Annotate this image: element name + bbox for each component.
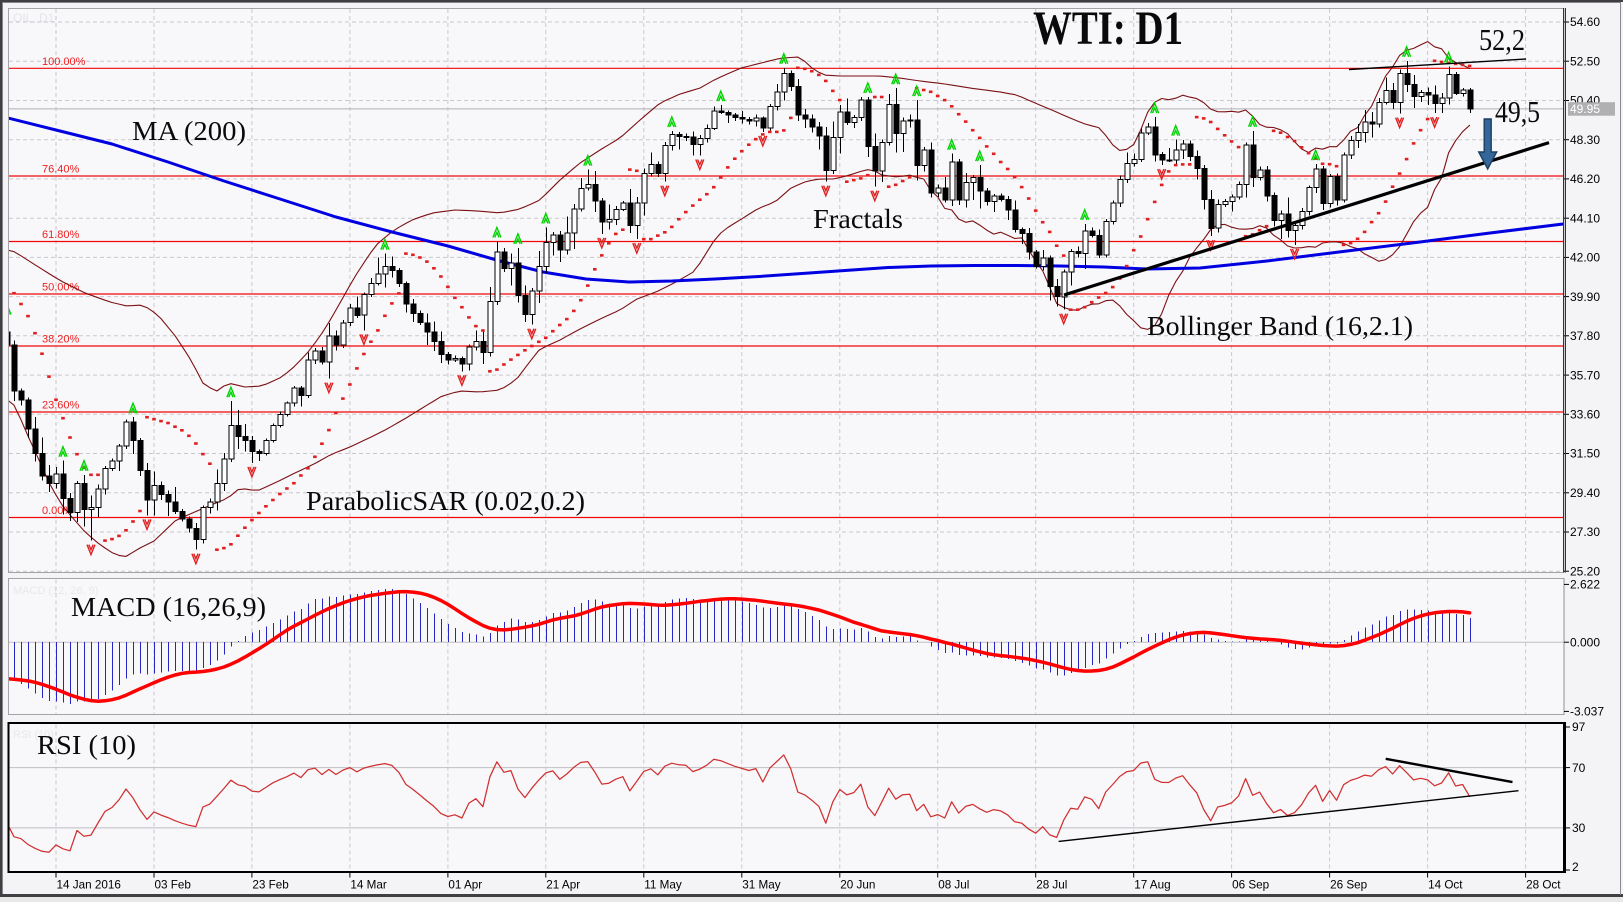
svg-text:38.20%: 38.20% xyxy=(42,334,80,346)
svg-text:14 Jan 2016: 14 Jan 2016 xyxy=(57,879,121,892)
svg-text:20 Jun: 20 Jun xyxy=(840,879,875,892)
svg-text:39.90: 39.90 xyxy=(1570,290,1600,304)
svg-text:MACD (16,26,9): MACD (16,26,9) xyxy=(71,592,266,622)
svg-text:MACD (12, 26, 9): MACD (12, 26, 9) xyxy=(13,585,99,597)
svg-text:14 Mar: 14 Mar xyxy=(350,879,386,892)
svg-text:28 Jul: 28 Jul xyxy=(1036,879,1067,892)
svg-text:WTI: D1: WTI: D1 xyxy=(1033,2,1183,55)
svg-text:ParabolicSAR (0.02,0.2): ParabolicSAR (0.02,0.2) xyxy=(306,486,585,516)
svg-text:28 Oct: 28 Oct xyxy=(1526,879,1561,892)
svg-text:61.80%: 61.80% xyxy=(42,229,80,241)
svg-text:23.60%: 23.60% xyxy=(42,400,80,412)
svg-text:06 Sep: 06 Sep xyxy=(1232,879,1270,892)
svg-text:97: 97 xyxy=(1572,720,1586,734)
svg-text:49.95: 49.95 xyxy=(1570,102,1600,116)
svg-text:08 Jul: 08 Jul xyxy=(938,879,969,892)
svg-text:2.622: 2.622 xyxy=(1570,578,1600,592)
svg-text:35.70: 35.70 xyxy=(1570,368,1600,382)
svg-text:RSI (10): RSI (10) xyxy=(13,729,54,741)
svg-text:46.20: 46.20 xyxy=(1570,172,1600,186)
svg-text:0.00%: 0.00% xyxy=(42,505,73,517)
svg-text:29.40: 29.40 xyxy=(1570,486,1600,500)
svg-text:30: 30 xyxy=(1572,821,1586,835)
svg-text:21 Apr: 21 Apr xyxy=(546,879,580,892)
svg-text:52,2: 52,2 xyxy=(1479,22,1525,57)
svg-text:52.50: 52.50 xyxy=(1570,54,1600,68)
svg-text:33.60: 33.60 xyxy=(1570,408,1600,422)
svg-text:26 Sep: 26 Sep xyxy=(1330,879,1368,892)
svg-text:49,5: 49,5 xyxy=(1495,94,1540,129)
svg-text:37.80: 37.80 xyxy=(1570,329,1600,343)
svg-text:2: 2 xyxy=(1572,860,1579,874)
svg-text:100.00%: 100.00% xyxy=(42,56,86,68)
svg-text:44.10: 44.10 xyxy=(1570,211,1600,225)
svg-text:25.20: 25.20 xyxy=(1570,564,1600,578)
svg-text:31.50: 31.50 xyxy=(1570,447,1600,461)
svg-text:11 May: 11 May xyxy=(644,879,682,892)
svg-text:76.40%: 76.40% xyxy=(42,164,80,176)
svg-text:MA (200): MA (200) xyxy=(132,116,246,146)
svg-text:03 Feb: 03 Feb xyxy=(155,879,192,892)
svg-text:14 Oct: 14 Oct xyxy=(1428,879,1463,892)
svg-text:54.60: 54.60 xyxy=(1570,15,1600,29)
svg-text:42.00: 42.00 xyxy=(1570,251,1600,265)
svg-text:50.00%: 50.00% xyxy=(42,282,80,294)
svg-text:RSI (10): RSI (10) xyxy=(37,730,136,760)
svg-text:Fractals: Fractals xyxy=(813,204,903,234)
svg-text:48.30: 48.30 xyxy=(1570,133,1600,147)
svg-text:27.30: 27.30 xyxy=(1570,525,1600,539)
svg-text:23 Feb: 23 Feb xyxy=(252,879,289,892)
svg-text:OIL, D1: OIL, D1 xyxy=(13,11,55,25)
svg-text:-3.037: -3.037 xyxy=(1570,705,1604,719)
svg-text:Bollinger Band (16,2.1): Bollinger Band (16,2.1) xyxy=(1147,311,1413,341)
svg-text:70: 70 xyxy=(1572,761,1586,775)
svg-text:31 May: 31 May xyxy=(742,879,780,892)
svg-text:17 Aug: 17 Aug xyxy=(1134,879,1170,892)
svg-text:0.000: 0.000 xyxy=(1570,635,1600,649)
svg-text:01 Apr: 01 Apr xyxy=(448,879,482,892)
